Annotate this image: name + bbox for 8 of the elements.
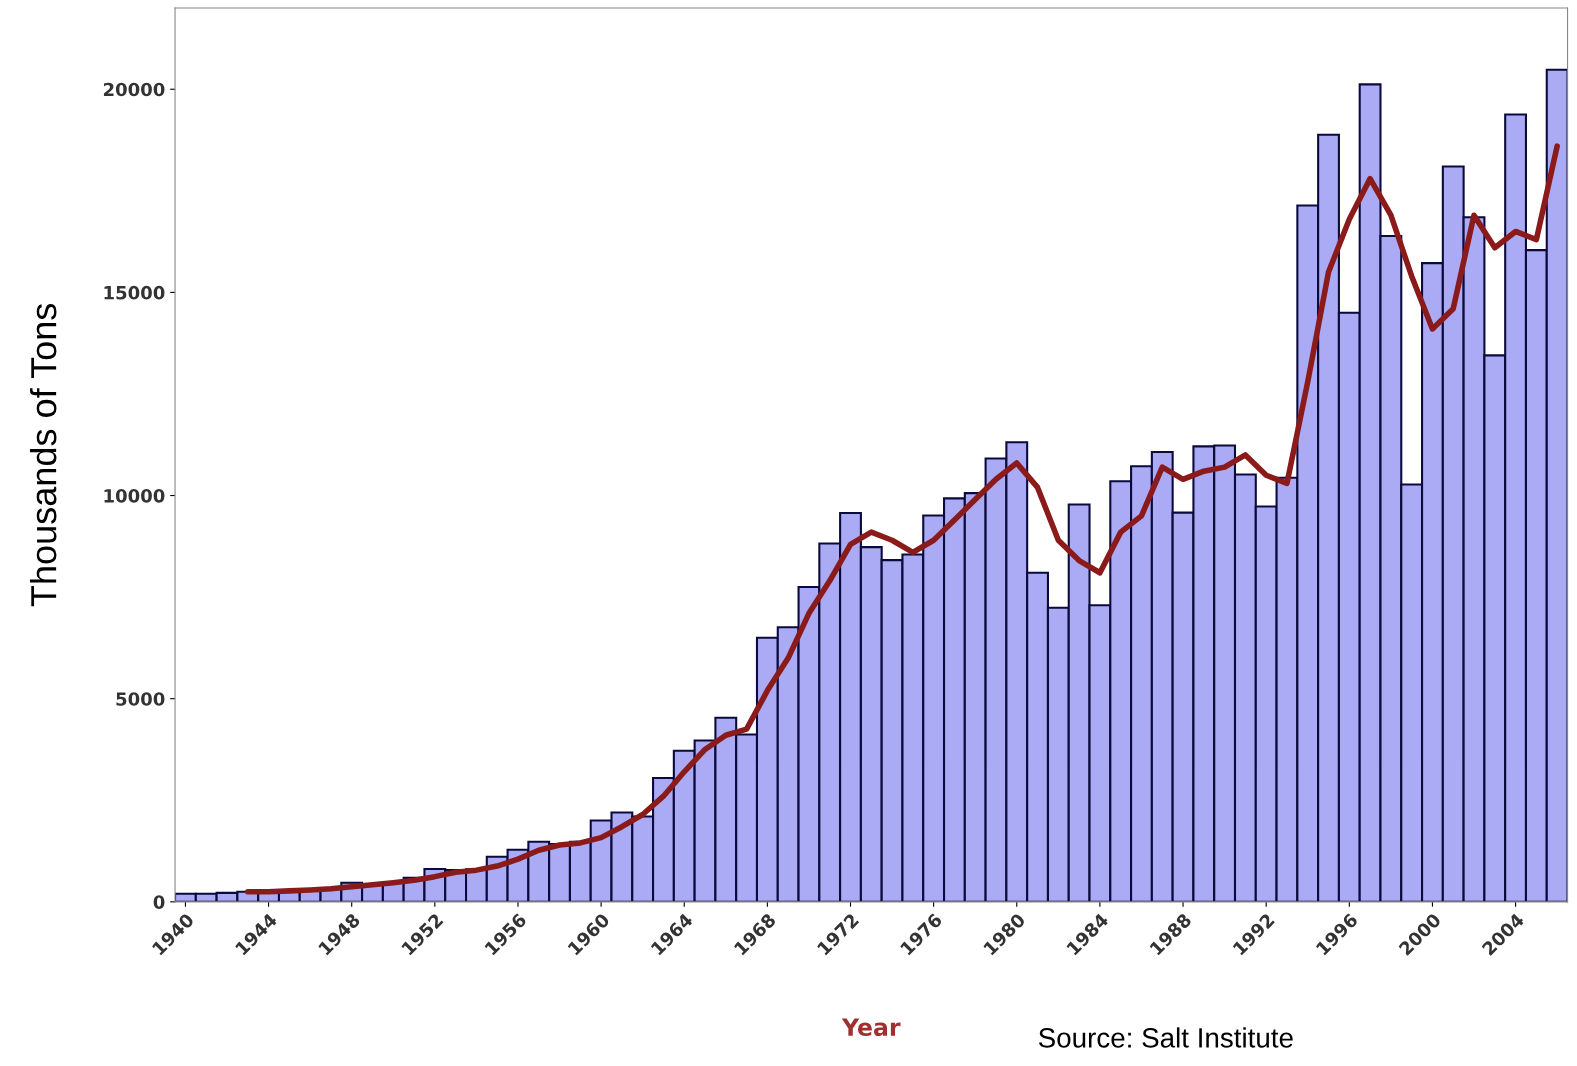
y-tick-label: 15000 [104,285,165,300]
y-tick-label: 20000 [103,82,165,97]
source-note: Source: Salt Institute [1038,1027,1293,1048]
y-tick-label: 10000 [104,489,165,503]
x-axis-title: Year [841,1018,901,1037]
y-tick-label: 0 [153,895,165,909]
y-tick-label: 5000 [116,692,165,706]
y-axis-title: Thousands of Tons [29,303,57,607]
